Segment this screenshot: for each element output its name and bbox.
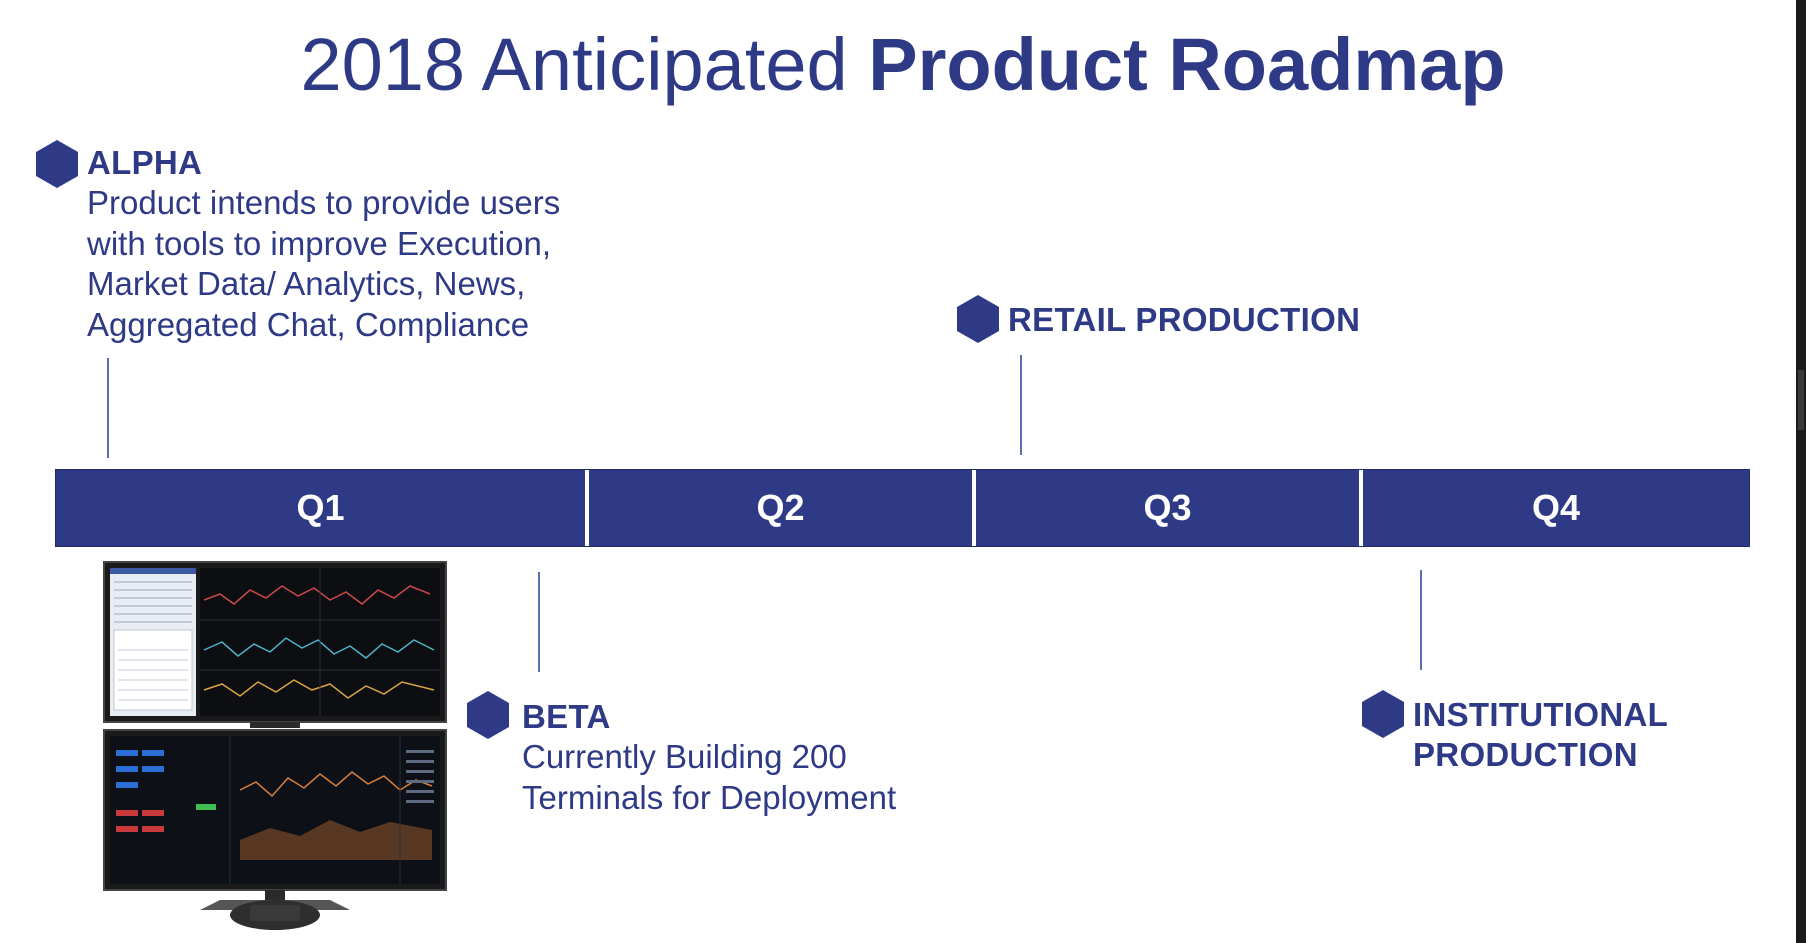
hexagon-icon <box>957 295 999 343</box>
hexagon-icon <box>36 140 78 188</box>
slide-title: 2018 Anticipated Product Roadmap <box>0 22 1806 107</box>
institutional-line: INSTITUTIONAL <box>1413 696 1669 733</box>
scrollbar[interactable] <box>1796 0 1806 943</box>
hexagon-icon <box>1362 690 1404 738</box>
alpha-connector <box>107 358 109 458</box>
institutional-connector <box>1420 570 1422 670</box>
beta-description: Currently Building 200 Terminals for Dep… <box>522 737 896 818</box>
title-light: 2018 Anticipated <box>300 23 848 106</box>
quarter-q1: Q1 <box>296 487 345 528</box>
trading-terminal-image <box>100 560 450 935</box>
retail-connector <box>1020 355 1022 455</box>
timeline-bar: Q1 Q2 Q3 Q4 <box>55 469 1750 547</box>
beta-connector <box>538 572 540 672</box>
scrollbar-thumb[interactable] <box>1798 370 1804 430</box>
alpha-line: Product intends to provide users <box>87 184 561 221</box>
alpha-line: Aggregated Chat, Compliance <box>87 305 530 343</box>
title-bold: Product Roadmap <box>868 23 1506 106</box>
alpha-description: Product intends to provide users with to… <box>87 183 560 345</box>
alpha-line: with tools to improve Execution, <box>87 224 552 262</box>
retail-title: RETAIL PRODUCTION <box>1008 301 1361 338</box>
institutional-line: PRODUCTION <box>1413 736 1638 773</box>
hexagon-icon <box>467 691 509 739</box>
beta-line: Currently Building 200 <box>522 738 847 775</box>
institutional-title: INSTITUTIONAL PRODUCTION <box>1413 695 1668 775</box>
beta-title: BETA <box>522 698 611 735</box>
quarter-q4: Q4 <box>1531 487 1581 528</box>
beta-line: Terminals for Deployment <box>522 778 897 816</box>
alpha-line: Market Data/ Analytics, News, <box>87 265 526 302</box>
quarter-q2: Q2 <box>756 487 805 528</box>
quarter-divider <box>972 470 976 546</box>
alpha-title: ALPHA <box>87 144 203 181</box>
quarter-q3: Q3 <box>1143 487 1192 528</box>
quarter-divider <box>1359 470 1363 546</box>
quarter-divider <box>585 470 589 546</box>
